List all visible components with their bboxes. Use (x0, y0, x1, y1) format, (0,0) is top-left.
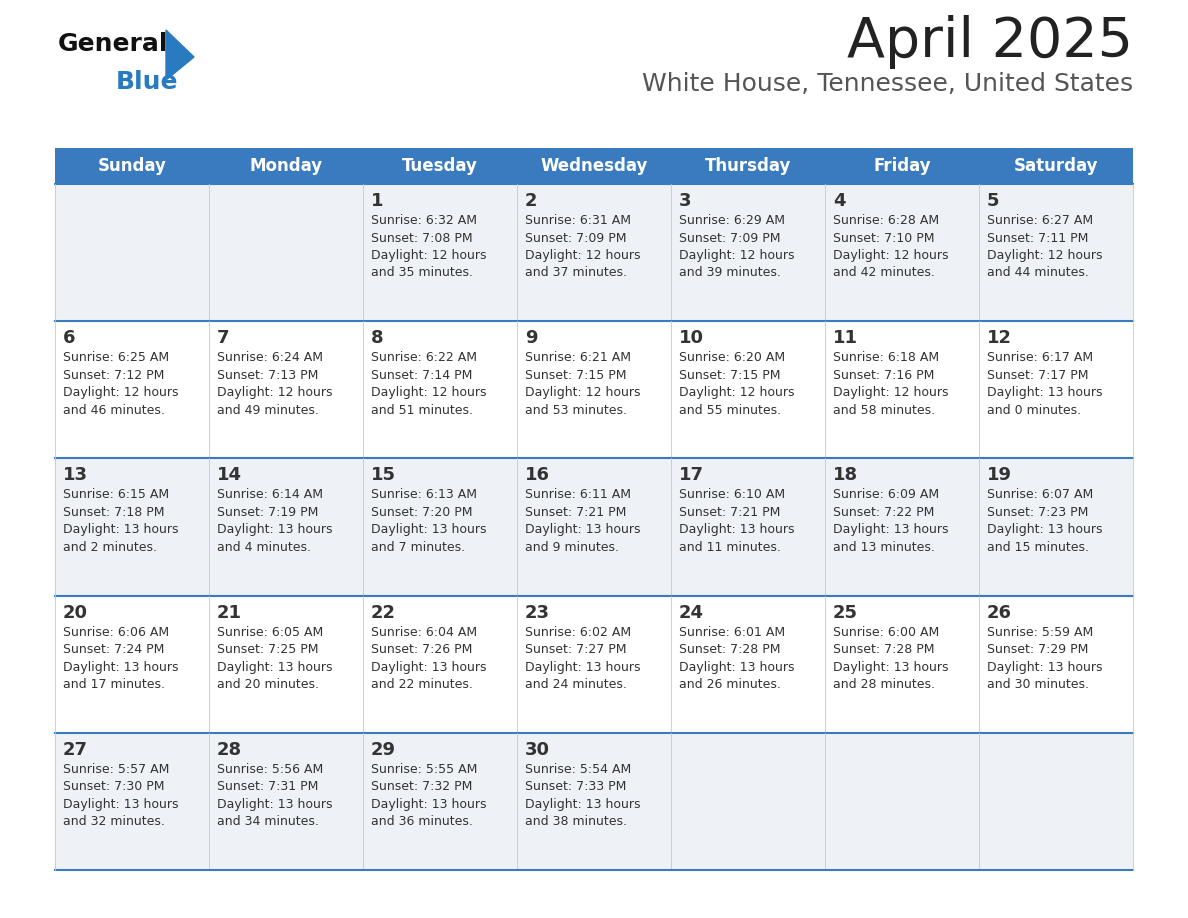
Text: Wednesday: Wednesday (541, 157, 647, 175)
Bar (55, 321, 1133, 458)
Text: Sunrise: 6:05 AM
Sunset: 7:25 PM
Daylight: 13 hours
and 20 minutes.: Sunrise: 6:05 AM Sunset: 7:25 PM Dayligh… (217, 625, 333, 691)
Text: 1: 1 (371, 192, 384, 210)
Text: Saturday: Saturday (1013, 157, 1098, 175)
Text: 22: 22 (371, 604, 396, 621)
Text: 30: 30 (525, 741, 550, 759)
Text: General: General (58, 32, 169, 56)
Text: Sunrise: 6:00 AM
Sunset: 7:28 PM
Daylight: 13 hours
and 28 minutes.: Sunrise: 6:00 AM Sunset: 7:28 PM Dayligh… (833, 625, 948, 691)
Text: Sunrise: 6:17 AM
Sunset: 7:17 PM
Daylight: 13 hours
and 0 minutes.: Sunrise: 6:17 AM Sunset: 7:17 PM Dayligh… (987, 352, 1102, 417)
Text: 21: 21 (217, 604, 242, 621)
Text: Tuesday: Tuesday (402, 157, 478, 175)
Text: Sunrise: 6:18 AM
Sunset: 7:16 PM
Daylight: 12 hours
and 58 minutes.: Sunrise: 6:18 AM Sunset: 7:16 PM Dayligh… (833, 352, 948, 417)
Text: 2: 2 (525, 192, 537, 210)
Text: 5: 5 (987, 192, 999, 210)
Text: Sunrise: 6:31 AM
Sunset: 7:09 PM
Daylight: 12 hours
and 37 minutes.: Sunrise: 6:31 AM Sunset: 7:09 PM Dayligh… (525, 214, 640, 279)
Text: Sunrise: 6:22 AM
Sunset: 7:14 PM
Daylight: 12 hours
and 51 minutes.: Sunrise: 6:22 AM Sunset: 7:14 PM Dayligh… (371, 352, 487, 417)
Text: 15: 15 (371, 466, 396, 485)
Text: Sunrise: 6:09 AM
Sunset: 7:22 PM
Daylight: 13 hours
and 13 minutes.: Sunrise: 6:09 AM Sunset: 7:22 PM Dayligh… (833, 488, 948, 554)
Polygon shape (166, 30, 194, 80)
Text: 23: 23 (525, 604, 550, 621)
Text: 8: 8 (371, 330, 384, 347)
Text: 11: 11 (833, 330, 858, 347)
Text: 25: 25 (833, 604, 858, 621)
Text: Sunrise: 6:29 AM
Sunset: 7:09 PM
Daylight: 12 hours
and 39 minutes.: Sunrise: 6:29 AM Sunset: 7:09 PM Dayligh… (680, 214, 795, 279)
Text: 4: 4 (833, 192, 846, 210)
Text: Sunrise: 6:32 AM
Sunset: 7:08 PM
Daylight: 12 hours
and 35 minutes.: Sunrise: 6:32 AM Sunset: 7:08 PM Dayligh… (371, 214, 487, 279)
Text: Blue: Blue (116, 70, 178, 94)
Text: Friday: Friday (873, 157, 931, 175)
Text: Sunrise: 6:21 AM
Sunset: 7:15 PM
Daylight: 12 hours
and 53 minutes.: Sunrise: 6:21 AM Sunset: 7:15 PM Dayligh… (525, 352, 640, 417)
Text: 10: 10 (680, 330, 704, 347)
Text: Sunrise: 5:56 AM
Sunset: 7:31 PM
Daylight: 13 hours
and 34 minutes.: Sunrise: 5:56 AM Sunset: 7:31 PM Dayligh… (217, 763, 333, 828)
Text: 19: 19 (987, 466, 1012, 485)
Text: Sunrise: 6:04 AM
Sunset: 7:26 PM
Daylight: 13 hours
and 22 minutes.: Sunrise: 6:04 AM Sunset: 7:26 PM Dayligh… (371, 625, 487, 691)
Text: Sunrise: 6:11 AM
Sunset: 7:21 PM
Daylight: 13 hours
and 9 minutes.: Sunrise: 6:11 AM Sunset: 7:21 PM Dayligh… (525, 488, 640, 554)
Text: Sunrise: 6:27 AM
Sunset: 7:11 PM
Daylight: 12 hours
and 44 minutes.: Sunrise: 6:27 AM Sunset: 7:11 PM Dayligh… (987, 214, 1102, 279)
Text: Sunrise: 6:07 AM
Sunset: 7:23 PM
Daylight: 13 hours
and 15 minutes.: Sunrise: 6:07 AM Sunset: 7:23 PM Dayligh… (987, 488, 1102, 554)
Text: Sunday: Sunday (97, 157, 166, 175)
Text: 28: 28 (217, 741, 242, 759)
Text: Sunrise: 5:54 AM
Sunset: 7:33 PM
Daylight: 13 hours
and 38 minutes.: Sunrise: 5:54 AM Sunset: 7:33 PM Dayligh… (525, 763, 640, 828)
Text: 29: 29 (371, 741, 396, 759)
Text: 3: 3 (680, 192, 691, 210)
Text: Sunrise: 6:10 AM
Sunset: 7:21 PM
Daylight: 13 hours
and 11 minutes.: Sunrise: 6:10 AM Sunset: 7:21 PM Dayligh… (680, 488, 795, 554)
Text: Sunrise: 6:06 AM
Sunset: 7:24 PM
Daylight: 13 hours
and 17 minutes.: Sunrise: 6:06 AM Sunset: 7:24 PM Dayligh… (63, 625, 178, 691)
Text: 18: 18 (833, 466, 858, 485)
Text: 6: 6 (63, 330, 76, 347)
Text: Sunrise: 6:25 AM
Sunset: 7:12 PM
Daylight: 12 hours
and 46 minutes.: Sunrise: 6:25 AM Sunset: 7:12 PM Dayligh… (63, 352, 178, 417)
Text: 7: 7 (217, 330, 229, 347)
Text: 26: 26 (987, 604, 1012, 621)
Text: White House, Tennessee, United States: White House, Tennessee, United States (642, 72, 1133, 96)
Bar (55, 458, 1133, 596)
Text: 17: 17 (680, 466, 704, 485)
Text: Sunrise: 5:55 AM
Sunset: 7:32 PM
Daylight: 13 hours
and 36 minutes.: Sunrise: 5:55 AM Sunset: 7:32 PM Dayligh… (371, 763, 487, 828)
Text: Sunrise: 5:59 AM
Sunset: 7:29 PM
Daylight: 13 hours
and 30 minutes.: Sunrise: 5:59 AM Sunset: 7:29 PM Dayligh… (987, 625, 1102, 691)
Text: Monday: Monday (249, 157, 323, 175)
Text: Sunrise: 6:15 AM
Sunset: 7:18 PM
Daylight: 13 hours
and 2 minutes.: Sunrise: 6:15 AM Sunset: 7:18 PM Dayligh… (63, 488, 178, 554)
Text: Sunrise: 6:02 AM
Sunset: 7:27 PM
Daylight: 13 hours
and 24 minutes.: Sunrise: 6:02 AM Sunset: 7:27 PM Dayligh… (525, 625, 640, 691)
Text: 24: 24 (680, 604, 704, 621)
Text: Sunrise: 6:14 AM
Sunset: 7:19 PM
Daylight: 13 hours
and 4 minutes.: Sunrise: 6:14 AM Sunset: 7:19 PM Dayligh… (217, 488, 333, 554)
Text: Sunrise: 5:57 AM
Sunset: 7:30 PM
Daylight: 13 hours
and 32 minutes.: Sunrise: 5:57 AM Sunset: 7:30 PM Dayligh… (63, 763, 178, 828)
Text: April 2025: April 2025 (847, 15, 1133, 69)
Bar (55, 596, 1133, 733)
Text: Sunrise: 6:13 AM
Sunset: 7:20 PM
Daylight: 13 hours
and 7 minutes.: Sunrise: 6:13 AM Sunset: 7:20 PM Dayligh… (371, 488, 487, 554)
Bar (55, 184, 1133, 321)
Text: Sunrise: 6:28 AM
Sunset: 7:10 PM
Daylight: 12 hours
and 42 minutes.: Sunrise: 6:28 AM Sunset: 7:10 PM Dayligh… (833, 214, 948, 279)
Text: Thursday: Thursday (704, 157, 791, 175)
Text: 27: 27 (63, 741, 88, 759)
Bar (55, 733, 1133, 870)
Bar (55, 148, 1133, 184)
Text: 16: 16 (525, 466, 550, 485)
Text: Sunrise: 6:01 AM
Sunset: 7:28 PM
Daylight: 13 hours
and 26 minutes.: Sunrise: 6:01 AM Sunset: 7:28 PM Dayligh… (680, 625, 795, 691)
Text: 20: 20 (63, 604, 88, 621)
Text: 9: 9 (525, 330, 537, 347)
Text: 14: 14 (217, 466, 242, 485)
Text: Sunrise: 6:24 AM
Sunset: 7:13 PM
Daylight: 12 hours
and 49 minutes.: Sunrise: 6:24 AM Sunset: 7:13 PM Dayligh… (217, 352, 333, 417)
Text: 12: 12 (987, 330, 1012, 347)
Text: 13: 13 (63, 466, 88, 485)
Text: Sunrise: 6:20 AM
Sunset: 7:15 PM
Daylight: 12 hours
and 55 minutes.: Sunrise: 6:20 AM Sunset: 7:15 PM Dayligh… (680, 352, 795, 417)
